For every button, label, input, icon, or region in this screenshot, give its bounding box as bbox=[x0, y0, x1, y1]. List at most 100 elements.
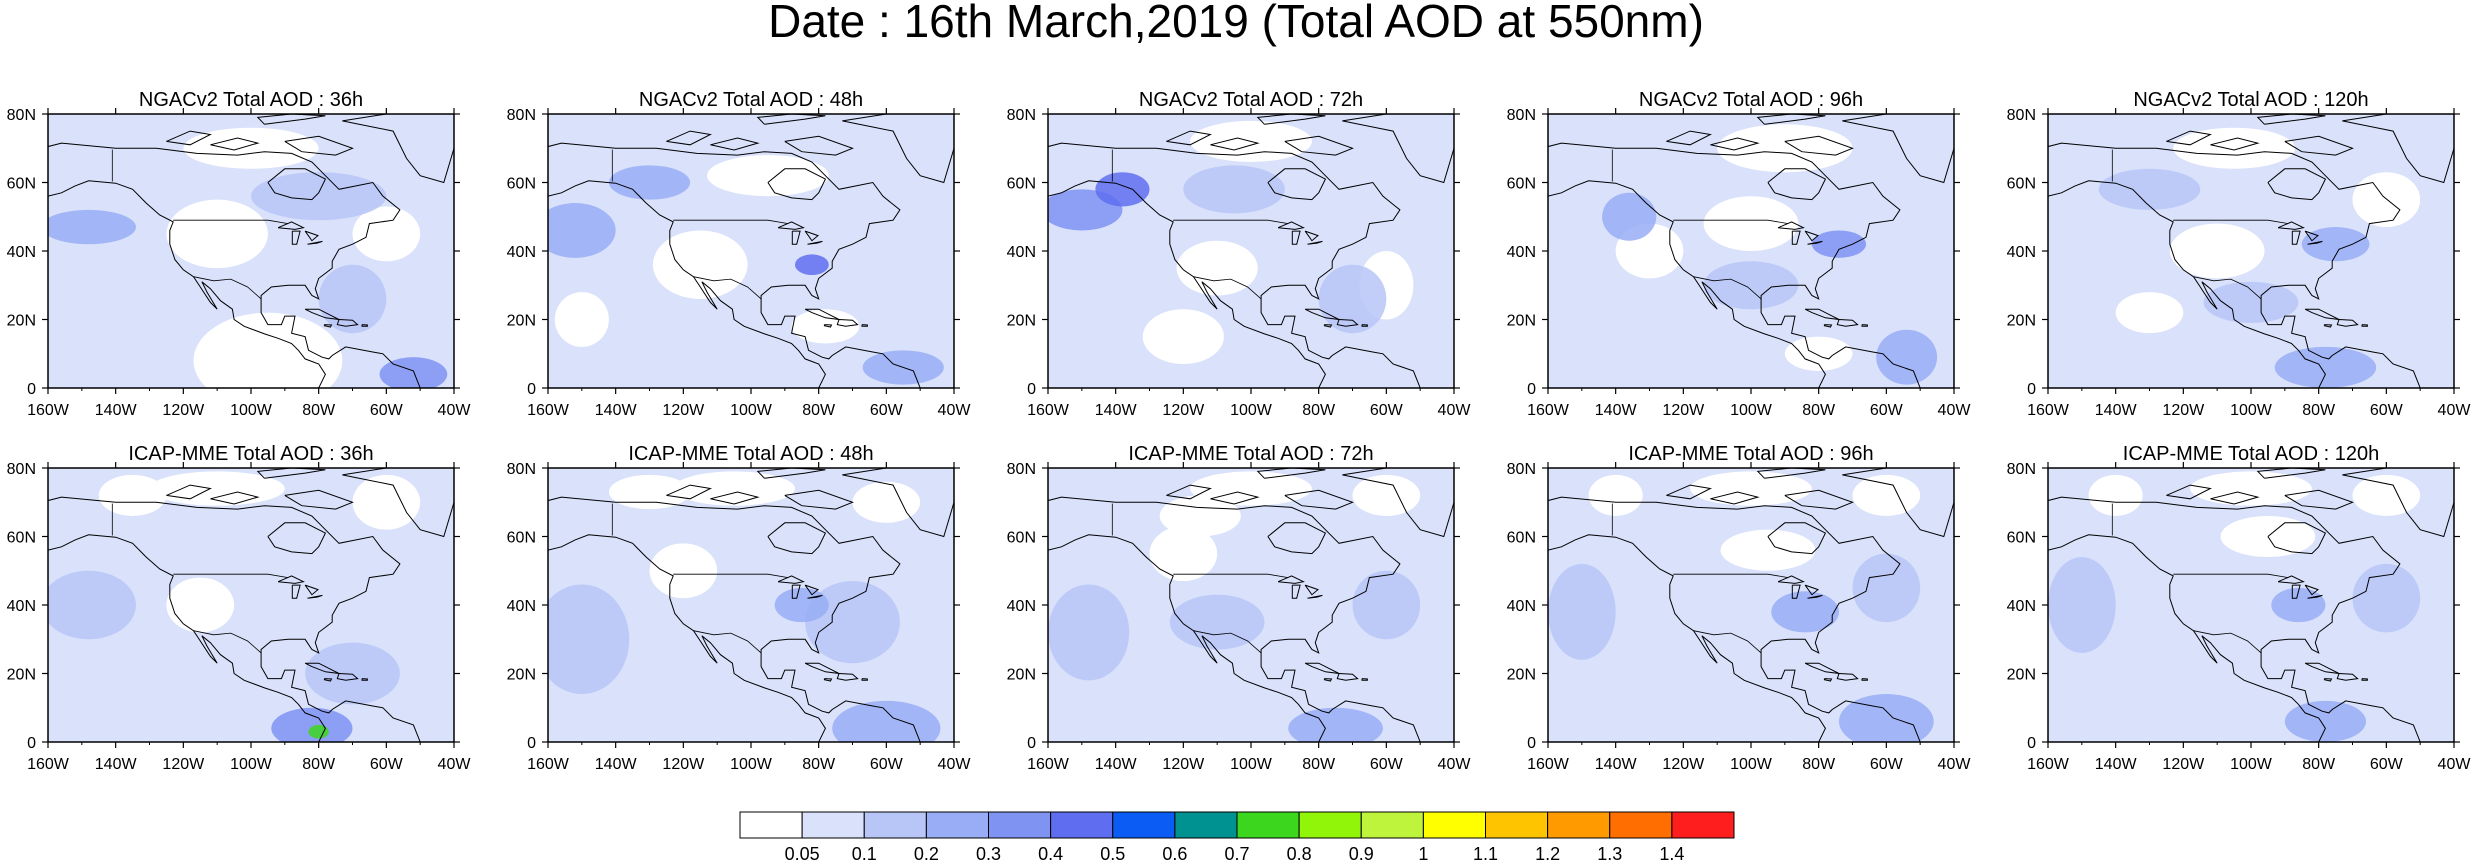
aod-plume bbox=[1095, 172, 1150, 207]
coastline-greenland bbox=[342, 468, 454, 538]
lon-tick-label: 160W bbox=[1527, 756, 1570, 773]
lat-tick-label: 40N bbox=[2007, 244, 2036, 261]
lon-tick-label: 140W bbox=[95, 402, 138, 419]
coastline-north-america bbox=[1548, 142, 1954, 388]
coastline-great-lake bbox=[1807, 594, 1823, 599]
us-canada-border bbox=[1173, 219, 1289, 224]
lon-tick-label: 40W bbox=[938, 402, 972, 419]
us-mexico-border bbox=[2193, 276, 2262, 300]
us-mexico-border bbox=[193, 630, 262, 654]
coastline-island bbox=[1823, 324, 1833, 328]
lat-tick-label: 40N bbox=[1007, 244, 1036, 261]
coastline-greenland bbox=[1342, 468, 1454, 538]
colorbar-swatch bbox=[1485, 811, 1549, 839]
map-plot: 160W 140W 120W 100W 80W 60W 40W 0 20N 40N 60N 80N bbox=[2007, 461, 2472, 773]
lat-tick-label: 0 bbox=[1027, 735, 1036, 752]
aod-plume bbox=[794, 254, 829, 275]
lat-tick-label: 60N bbox=[7, 530, 36, 547]
aod-clear-area bbox=[2190, 471, 2312, 506]
colorbar-label: 1.4 bbox=[1659, 844, 1684, 864]
aod-clear-area bbox=[707, 155, 829, 197]
lon-tick-label: 40W bbox=[2438, 756, 2472, 773]
map-panel: NGACv2 Total AOD : 48h 160W 140W 120W 100W 80… bbox=[500, 89, 1000, 419]
coastline-island bbox=[2256, 114, 2326, 125]
aod-clear-area bbox=[149, 471, 285, 506]
aod-clear-area bbox=[554, 292, 609, 347]
colorbar-label: 0.8 bbox=[1287, 844, 1312, 864]
coastline-great-lake bbox=[277, 221, 305, 230]
coastline-island bbox=[2336, 673, 2359, 681]
coastline-great-lake bbox=[2307, 594, 2323, 599]
lat-tick-label: 0 bbox=[2027, 735, 2036, 752]
colorbar-swatch bbox=[1422, 811, 1486, 839]
aod-clear-area bbox=[1352, 474, 1421, 516]
coastline-island bbox=[336, 319, 359, 327]
aod-clear-area bbox=[1690, 471, 1812, 506]
coastline-north-america bbox=[548, 142, 954, 388]
coastlines bbox=[1548, 114, 1954, 388]
coastline-island bbox=[861, 324, 868, 327]
aod-plume bbox=[1771, 591, 1839, 633]
aod-plume bbox=[805, 581, 900, 664]
coastline-island bbox=[1336, 673, 1359, 681]
aod-plume bbox=[2274, 346, 2377, 388]
lat-tick-label: 0 bbox=[1527, 735, 1536, 752]
lon-tick-label: 120W bbox=[162, 756, 205, 773]
us-mexico-border bbox=[693, 630, 762, 654]
coastlines bbox=[1048, 114, 1454, 388]
colorbar-label: 0.6 bbox=[1162, 844, 1187, 864]
colorbar-swatch bbox=[739, 811, 803, 839]
coastline-island bbox=[1323, 678, 1333, 682]
lat-tick-label: 60N bbox=[1507, 176, 1536, 193]
coastlines bbox=[1548, 468, 1954, 742]
coastline-island bbox=[1836, 319, 1859, 327]
lon-tick-label: 160W bbox=[1027, 402, 1070, 419]
coastline-great-lake bbox=[2291, 584, 2301, 599]
coastline-great-lake bbox=[1807, 240, 1823, 245]
aod-plume bbox=[548, 584, 630, 695]
coastline-greenland bbox=[1842, 468, 1954, 538]
us-mexico-border bbox=[1193, 276, 1262, 300]
coastline-island bbox=[1784, 135, 1854, 156]
lat-tick-label: 80N bbox=[1507, 107, 1536, 124]
aod-clear-area bbox=[1190, 471, 1312, 506]
coastline-island bbox=[1823, 678, 1833, 682]
coastline-great-lake bbox=[1777, 221, 1805, 230]
aod-field bbox=[2048, 468, 2454, 742]
aod-clear-area bbox=[1703, 196, 1799, 251]
coastline-great-lake bbox=[1291, 584, 1301, 599]
colorbar-swatch bbox=[988, 811, 1052, 839]
coastline-greenland bbox=[842, 468, 954, 538]
coastline-hudson-bay bbox=[1267, 168, 1327, 201]
lon-tick-label: 120W bbox=[162, 402, 205, 419]
coastline-great-lake bbox=[1277, 221, 1305, 230]
lat-tick-label: 60N bbox=[1007, 530, 1036, 547]
colorbar-label: 0.7 bbox=[1224, 844, 1249, 864]
coastline-great-lake bbox=[1304, 584, 1319, 596]
lon-tick-label: 40W bbox=[938, 756, 972, 773]
map-panel: NGACv2 Total AOD : 96h 160W 140W 120W 100W 80… bbox=[1500, 89, 2000, 419]
coastline-great-lake bbox=[291, 584, 301, 599]
us-mexico-border bbox=[1693, 276, 1762, 300]
lon-tick-label: 140W bbox=[1095, 402, 1138, 419]
lat-tick-label: 40N bbox=[1007, 598, 1036, 615]
colorbar-swatch bbox=[1609, 811, 1673, 839]
map-panel: ICAP-MME Total AOD : 48h 160W 140W 120W 100W… bbox=[500, 443, 1000, 773]
us-mexico-border bbox=[2193, 630, 2262, 654]
coastline-island bbox=[1836, 673, 1859, 681]
coastline-great-lake bbox=[791, 230, 801, 245]
aod-plume bbox=[318, 264, 387, 334]
lat-tick-label: 80N bbox=[7, 461, 36, 478]
coastline-island bbox=[2323, 324, 2333, 328]
lon-tick-label: 40W bbox=[1438, 756, 1472, 773]
lon-tick-label: 120W bbox=[1662, 402, 1705, 419]
lon-tick-label: 120W bbox=[1662, 756, 1705, 773]
aod-clear-area bbox=[166, 199, 268, 269]
map-plot: 160W 140W 120W 100W 80W 60W 40W 0 20N 40N 60N 80N bbox=[1507, 461, 1972, 773]
coastlines bbox=[48, 468, 454, 742]
lat-tick-label: 0 bbox=[527, 381, 536, 398]
coastline-great-lake bbox=[307, 240, 323, 245]
map-panel: NGACv2 Total AOD : 120h 160W 140W 120W 100W 8… bbox=[2000, 89, 2472, 419]
coastline-great-lake bbox=[307, 594, 323, 599]
coastline-island bbox=[666, 484, 712, 500]
